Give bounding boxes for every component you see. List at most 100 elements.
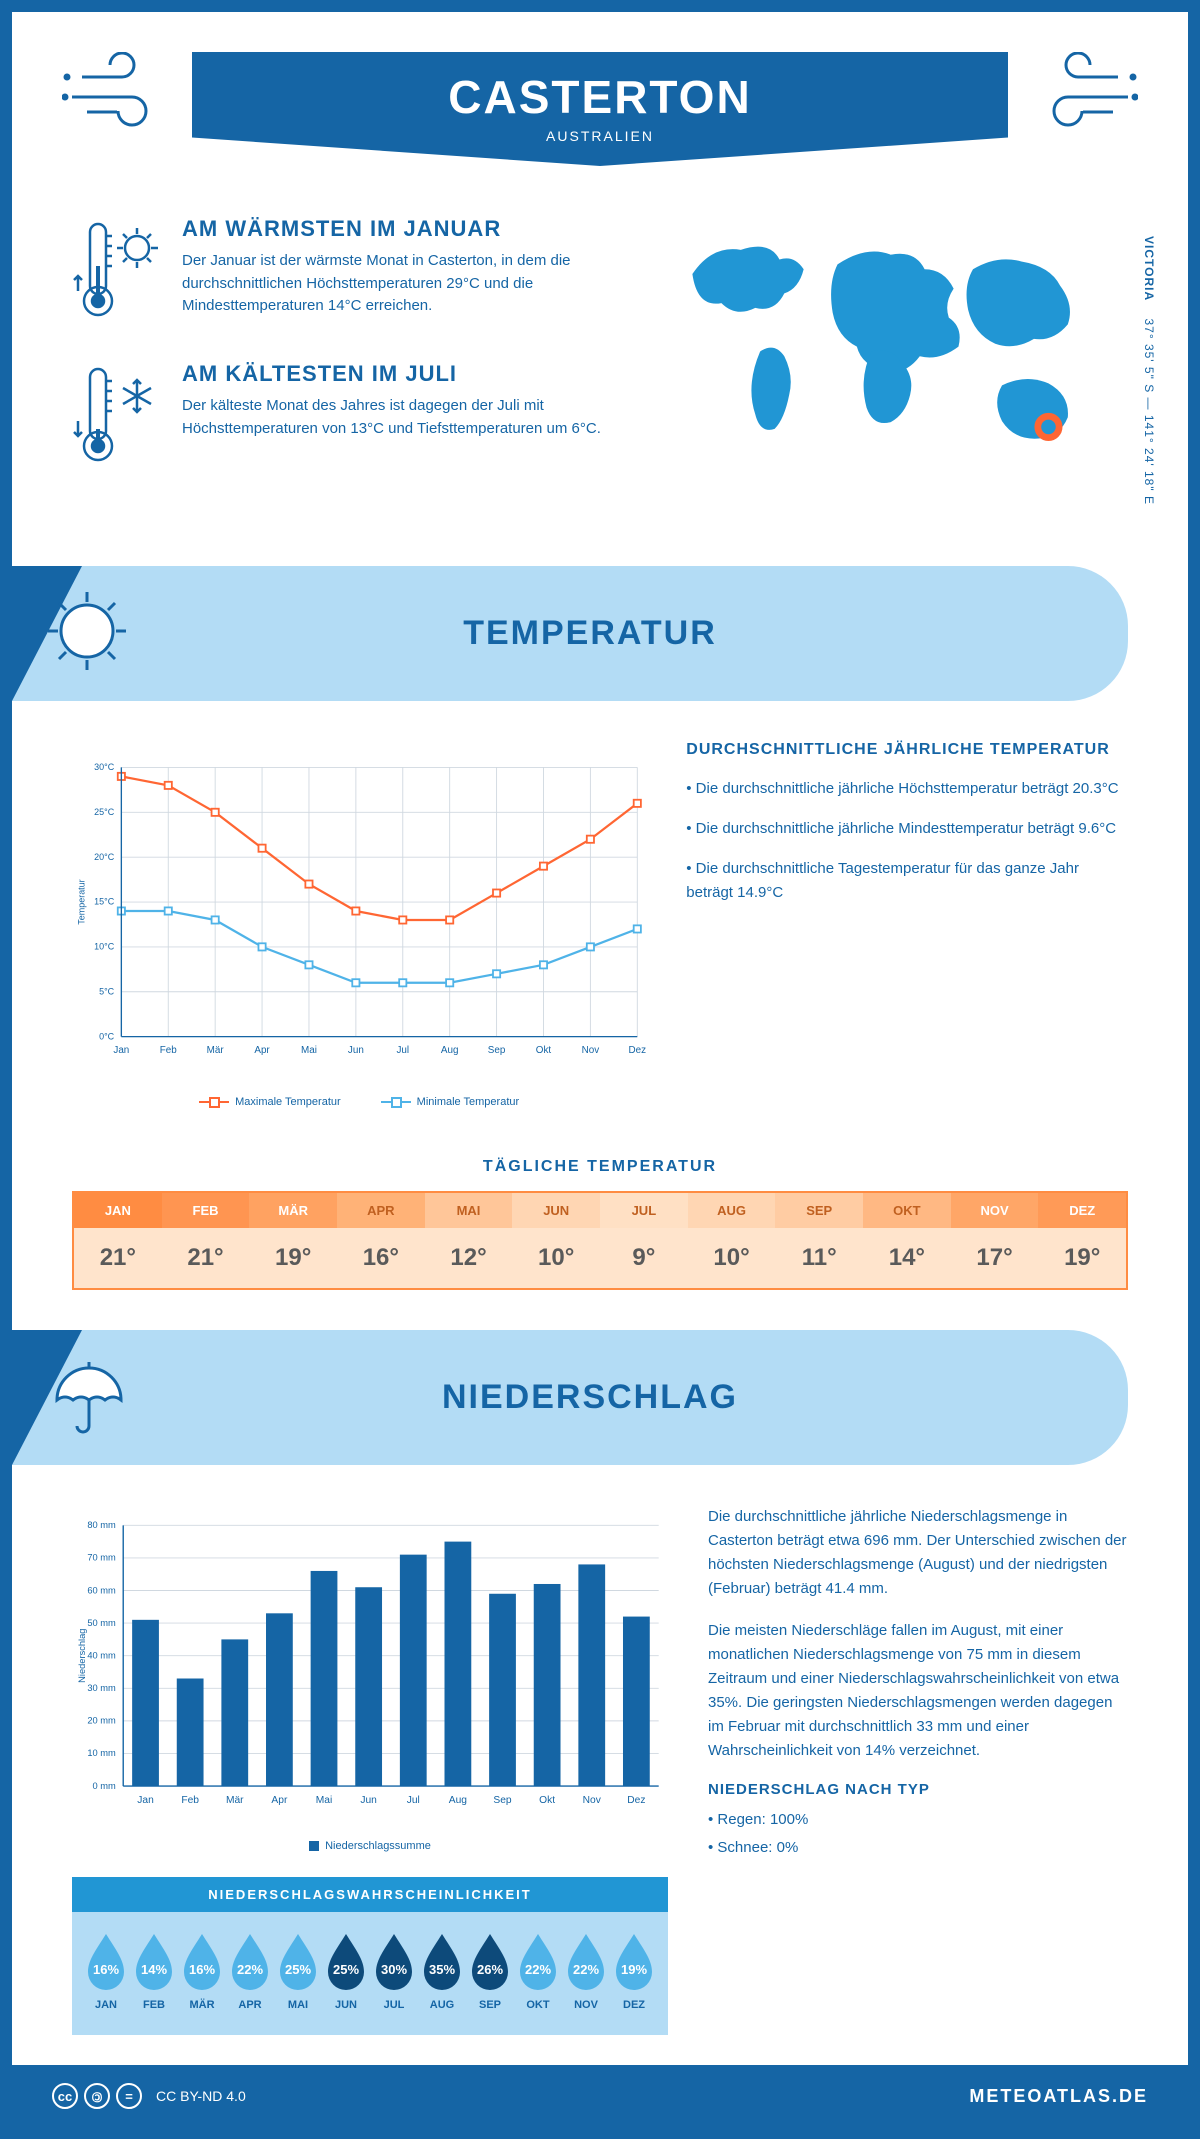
svg-text:Mai: Mai	[301, 1045, 317, 1056]
svg-text:80 mm: 80 mm	[87, 1520, 116, 1530]
temp-table-col: AUG10°	[688, 1193, 776, 1288]
coldest-text: Der kälteste Monat des Jahres ist dagege…	[182, 395, 604, 440]
temperature-section-header: TEMPERATUR	[12, 566, 1128, 701]
svg-text:Okt: Okt	[539, 1795, 555, 1806]
svg-text:Temperatur: Temperatur	[77, 879, 87, 924]
svg-text:Apr: Apr	[271, 1795, 288, 1806]
svg-text:35%: 35%	[429, 1962, 455, 1977]
umbrella-icon	[42, 1350, 132, 1445]
svg-text:22%: 22%	[573, 1962, 599, 1977]
svg-text:Dez: Dez	[629, 1045, 647, 1056]
temperature-legend: .legend span:nth-child(1) .legend-line::…	[72, 1096, 646, 1108]
svg-text:Sep: Sep	[493, 1795, 512, 1806]
svg-text:10 mm: 10 mm	[87, 1748, 116, 1758]
fact-item: • Die durchschnittliche jährliche Mindes…	[686, 817, 1128, 841]
probability-drop: 25%JUN	[322, 1930, 370, 2011]
svg-text:Mär: Mär	[226, 1795, 244, 1806]
world-map-icon	[644, 216, 1128, 487]
svg-text:16%: 16%	[189, 1962, 215, 1977]
probability-drop: 35%AUG	[418, 1930, 466, 2011]
coldest-block: AM KÄLTESTEN IM JULI Der kälteste Monat …	[72, 361, 604, 476]
probability-drop: 22%APR	[226, 1930, 274, 2011]
cc-icon: cc🄯=	[52, 2083, 142, 2109]
svg-text:Nov: Nov	[582, 1045, 600, 1056]
svg-text:26%: 26%	[477, 1962, 503, 1977]
warmest-block: AM WÄRMSTEN IM JANUAR Der Januar ist der…	[72, 216, 604, 331]
thermometer-snow-icon	[72, 361, 162, 476]
temp-table-col: APR16°	[337, 1193, 425, 1288]
svg-text:Nov: Nov	[583, 1795, 602, 1806]
svg-text:Aug: Aug	[449, 1795, 468, 1806]
svg-text:Okt: Okt	[536, 1045, 552, 1056]
type-item: • Schnee: 0%	[708, 1836, 1128, 1860]
precipitation-legend: Niederschlagssumme	[72, 1840, 668, 1852]
svg-text:22%: 22%	[525, 1962, 551, 1977]
temp-table-col: DEZ19°	[1038, 1193, 1126, 1288]
intro-section: AM WÄRMSTEN IM JANUAR Der Januar ist der…	[12, 196, 1188, 546]
svg-text:Jul: Jul	[407, 1795, 420, 1806]
svg-text:25%: 25%	[285, 1962, 311, 1977]
svg-text:60 mm: 60 mm	[87, 1585, 116, 1595]
svg-text:Jul: Jul	[396, 1045, 409, 1056]
fact-item: • Die durchschnittliche Tagestemperatur …	[686, 857, 1128, 905]
temperature-line-chart: 0°C5°C10°C15°C20°C25°C30°CJanFebMärAprMa…	[72, 741, 646, 1108]
svg-text:Niederschlag: Niederschlag	[77, 1629, 87, 1683]
wind-icon	[1028, 52, 1138, 137]
footer: cc🄯= CC BY-ND 4.0 METEOATLAS.DE	[12, 2065, 1188, 2127]
svg-text:5°C: 5°C	[99, 986, 115, 996]
svg-text:25%: 25%	[333, 1962, 359, 1977]
temp-table-col: MAI12°	[425, 1193, 513, 1288]
svg-text:10°C: 10°C	[94, 942, 115, 952]
svg-text:Feb: Feb	[160, 1045, 178, 1056]
svg-text:15°C: 15°C	[94, 897, 115, 907]
probability-drop: 25%MAI	[274, 1930, 322, 2011]
svg-text:Jun: Jun	[360, 1795, 377, 1806]
probability-drop: 16%MÄR	[178, 1930, 226, 2011]
temp-table-col: MÄR19°	[249, 1193, 337, 1288]
svg-text:25°C: 25°C	[94, 807, 115, 817]
svg-text:Jan: Jan	[113, 1045, 129, 1056]
temp-table-col: FEB21°	[162, 1193, 250, 1288]
svg-text:30%: 30%	[381, 1962, 407, 1977]
svg-text:14%: 14%	[141, 1962, 167, 1977]
temp-table-col: NOV17°	[951, 1193, 1039, 1288]
svg-text:0°C: 0°C	[99, 1031, 115, 1041]
svg-text:Apr: Apr	[254, 1045, 270, 1056]
temp-table-col: JAN21°	[74, 1193, 162, 1288]
svg-text:Jun: Jun	[348, 1045, 364, 1056]
probability-drop: 19%DEZ	[610, 1930, 658, 2011]
temperature-facts: DURCHSCHNITTLICHE JÄHRLICHE TEMPERATUR •…	[686, 741, 1128, 1108]
svg-text:30°C: 30°C	[94, 762, 115, 772]
thermometer-sun-icon	[72, 216, 162, 331]
svg-text:50 mm: 50 mm	[87, 1618, 116, 1628]
wind-icon	[62, 52, 172, 137]
fact-item: • Die durchschnittliche jährliche Höchst…	[686, 777, 1128, 801]
location-country: AUSTRALIEN	[232, 128, 968, 144]
svg-text:Mär: Mär	[207, 1045, 225, 1056]
license-text: CC BY-ND 4.0	[156, 2088, 246, 2104]
precipitation-section-header: NIEDERSCHLAG	[12, 1330, 1128, 1465]
header: CASTERTON AUSTRALIEN	[12, 12, 1188, 196]
svg-text:22%: 22%	[237, 1962, 263, 1977]
probability-drop: 14%FEB	[130, 1930, 178, 2011]
sun-icon	[42, 586, 132, 681]
coldest-title: AM KÄLTESTEN IM JULI	[182, 361, 604, 387]
svg-text:Aug: Aug	[441, 1045, 459, 1056]
daily-temp-table: JAN21°FEB21°MÄR19°APR16°MAI12°JUN10°JUL9…	[72, 1191, 1128, 1290]
svg-text:40 mm: 40 mm	[87, 1650, 116, 1660]
probability-drop: 30%JUL	[370, 1930, 418, 2011]
daily-temp-title: TÄGLICHE TEMPERATUR	[12, 1158, 1188, 1176]
title-banner: CASTERTON AUSTRALIEN	[192, 52, 1008, 166]
warmest-text: Der Januar ist der wärmste Monat in Cast…	[182, 250, 604, 318]
probability-drop: 22%NOV	[562, 1930, 610, 2011]
precipitation-text: Die durchschnittliche jährliche Niedersc…	[708, 1505, 1128, 2035]
svg-text:20 mm: 20 mm	[87, 1716, 116, 1726]
svg-text:Mai: Mai	[316, 1795, 332, 1806]
temp-table-col: SEP11°	[775, 1193, 863, 1288]
probability-drop: 22%OKT	[514, 1930, 562, 2011]
svg-text:19%: 19%	[621, 1962, 647, 1977]
brand-text: METEOATLAS.DE	[969, 2086, 1148, 2107]
svg-text:Dez: Dez	[627, 1795, 645, 1806]
svg-text:30 mm: 30 mm	[87, 1683, 116, 1693]
svg-text:Feb: Feb	[181, 1795, 199, 1806]
